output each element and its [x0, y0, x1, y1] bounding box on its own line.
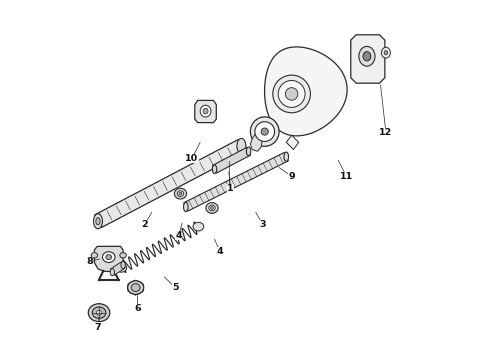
- Ellipse shape: [177, 191, 184, 197]
- Ellipse shape: [212, 165, 217, 174]
- Ellipse shape: [96, 218, 100, 225]
- Ellipse shape: [255, 122, 274, 141]
- Polygon shape: [213, 148, 250, 173]
- Ellipse shape: [211, 207, 214, 210]
- Ellipse shape: [203, 108, 208, 114]
- Polygon shape: [95, 140, 245, 228]
- Ellipse shape: [106, 255, 112, 260]
- Ellipse shape: [237, 138, 246, 153]
- Ellipse shape: [97, 310, 102, 315]
- Ellipse shape: [94, 214, 102, 229]
- Text: 12: 12: [379, 128, 392, 137]
- Text: 9: 9: [288, 172, 295, 181]
- Ellipse shape: [209, 205, 215, 211]
- Ellipse shape: [88, 304, 110, 321]
- Ellipse shape: [121, 261, 125, 269]
- Ellipse shape: [284, 152, 289, 161]
- Ellipse shape: [127, 281, 144, 294]
- Polygon shape: [195, 100, 216, 123]
- Ellipse shape: [278, 81, 305, 107]
- Ellipse shape: [246, 147, 251, 156]
- Polygon shape: [110, 262, 125, 275]
- Ellipse shape: [193, 222, 204, 231]
- Text: 4: 4: [217, 247, 223, 256]
- Polygon shape: [286, 135, 299, 149]
- Ellipse shape: [174, 188, 187, 199]
- Polygon shape: [184, 153, 288, 211]
- Ellipse shape: [261, 128, 269, 135]
- Text: 2: 2: [141, 220, 148, 229]
- Text: 5: 5: [172, 283, 178, 292]
- Ellipse shape: [250, 117, 279, 146]
- Text: 3: 3: [260, 220, 266, 229]
- Ellipse shape: [273, 75, 311, 113]
- Text: 1: 1: [227, 184, 234, 193]
- Text: 10: 10: [185, 154, 198, 163]
- Text: 8: 8: [86, 257, 93, 266]
- Ellipse shape: [384, 50, 388, 55]
- Ellipse shape: [91, 253, 98, 258]
- Polygon shape: [95, 246, 123, 271]
- Ellipse shape: [359, 46, 375, 66]
- Ellipse shape: [92, 307, 106, 319]
- Polygon shape: [351, 35, 385, 83]
- Ellipse shape: [184, 202, 188, 212]
- Ellipse shape: [116, 264, 126, 272]
- Ellipse shape: [238, 139, 245, 153]
- Ellipse shape: [95, 214, 101, 228]
- Text: 6: 6: [134, 304, 141, 313]
- Ellipse shape: [381, 47, 391, 58]
- Ellipse shape: [102, 252, 115, 262]
- Ellipse shape: [131, 284, 140, 292]
- Ellipse shape: [285, 87, 298, 100]
- Ellipse shape: [363, 51, 371, 61]
- Text: 7: 7: [95, 323, 101, 332]
- Polygon shape: [250, 134, 262, 151]
- Ellipse shape: [200, 105, 211, 117]
- Ellipse shape: [179, 192, 182, 195]
- Polygon shape: [265, 47, 347, 136]
- Ellipse shape: [120, 253, 126, 258]
- Text: 4: 4: [175, 231, 182, 240]
- Ellipse shape: [206, 203, 218, 213]
- Ellipse shape: [110, 269, 115, 276]
- Text: 11: 11: [340, 172, 353, 181]
